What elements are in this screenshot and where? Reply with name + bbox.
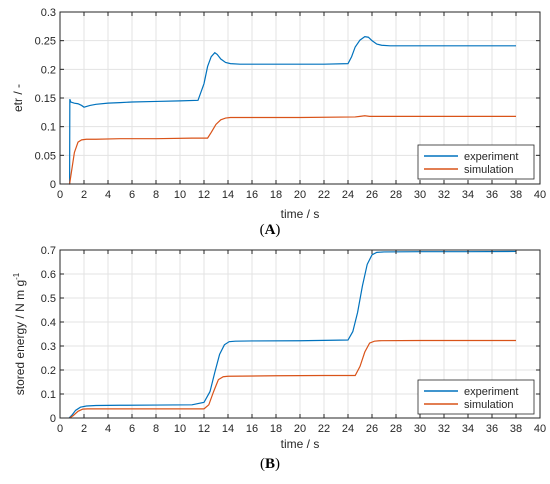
x-tick-label: 34 — [462, 423, 474, 435]
x-tick-label: 26 — [366, 189, 378, 201]
x-tick-label: 8 — [153, 423, 159, 435]
x-tick-label: 34 — [462, 189, 474, 201]
series-line-simulation — [69, 115, 516, 185]
x-tick-label: 16 — [246, 189, 258, 201]
x-tick-label: 6 — [129, 423, 135, 435]
y-tick-label: 0.5 — [41, 293, 56, 305]
y-tick-label: 0.2 — [41, 64, 56, 76]
y-tick-label: 0.05 — [35, 150, 56, 162]
series-line-experiment — [68, 250, 517, 419]
y-tick-label: 0.3 — [41, 7, 56, 19]
panel-label: (B) — [260, 456, 280, 472]
x-tick-label: 30 — [414, 189, 426, 201]
x-tick-label: 18 — [270, 423, 282, 435]
panel-label: (A) — [260, 222, 281, 238]
x-tick-label: 2 — [81, 189, 87, 201]
x-tick-label: 4 — [105, 423, 111, 435]
x-tick-label: 26 — [366, 423, 378, 435]
x-tick-label: 14 — [222, 423, 234, 435]
y-tick-label: 0 — [50, 413, 56, 425]
chart-panel-0: 0 2 4 6 8 10 12 14 16 18 20 22 24 26 28 30 32 34 36 38 4000.… — [11, 7, 546, 238]
y-axis-label-superscript: -1 — [12, 272, 21, 280]
y-tick-label: 0.15 — [35, 93, 56, 105]
x-tick-label: 0 — [57, 423, 63, 435]
x-tick-label: 0 — [57, 189, 63, 201]
x-tick-label: 24 — [342, 423, 354, 435]
x-tick-label: 12 — [198, 189, 210, 201]
x-tick-label: 16 — [246, 423, 258, 435]
x-tick-label: 2 — [81, 423, 87, 435]
legend-label-experiment: experiment — [464, 151, 518, 163]
x-tick-label: 32 — [438, 189, 450, 201]
x-tick-label: 8 — [153, 189, 159, 201]
y-axis-label: stored energy / N m g-1 — [12, 272, 27, 395]
x-axis-label: time / s — [281, 437, 320, 451]
legend-label-simulation: simulation — [464, 399, 514, 411]
y-tick-label: 0.4 — [41, 317, 56, 329]
x-tick-label: 32 — [438, 423, 450, 435]
y-tick-label: 0.6 — [41, 269, 56, 281]
y-tick-label: 0.3 — [41, 341, 56, 353]
series-line-simulation — [69, 339, 516, 419]
x-tick-label: 36 — [486, 423, 498, 435]
x-tick-label: 4 — [105, 189, 111, 201]
x-tick-label: 24 — [342, 189, 354, 201]
x-tick-label: 6 — [129, 189, 135, 201]
legend-box — [417, 379, 535, 415]
y-tick-label: 0.7 — [41, 245, 56, 257]
x-tick-label: 10 — [174, 189, 186, 201]
x-tick-label: 20 — [294, 423, 306, 435]
x-tick-label: 22 — [318, 189, 330, 201]
legend-label-simulation: simulation — [464, 164, 514, 176]
x-axis-label: time / s — [281, 207, 320, 221]
y-tick-label: 0 — [50, 179, 56, 191]
x-tick-label: 40 — [534, 423, 546, 435]
legend-box — [417, 144, 535, 180]
x-tick-label: 30 — [414, 423, 426, 435]
x-tick-label: 28 — [390, 423, 402, 435]
x-tick-label: 18 — [270, 189, 282, 201]
x-tick-label: 12 — [198, 423, 210, 435]
x-tick-label: 38 — [510, 423, 522, 435]
legend-label-experiment: experiment — [464, 386, 518, 398]
y-axis-label: etr / - — [11, 84, 25, 112]
x-tick-label: 36 — [486, 189, 498, 201]
x-tick-label: 38 — [510, 189, 522, 201]
series-line-experiment — [69, 36, 516, 185]
chart-panel-1: 0 2 4 6 8 10 12 14 16 18 20 22 24 26 28 30 32 34 36 38 4000.… — [12, 245, 546, 472]
y-tick-label: 0.25 — [35, 36, 56, 48]
x-tick-label: 28 — [390, 189, 402, 201]
y-tick-label: 0.2 — [41, 365, 56, 377]
x-tick-label: 20 — [294, 189, 306, 201]
x-tick-label: 22 — [318, 423, 330, 435]
y-tick-label: 0.1 — [41, 389, 56, 401]
y-tick-label: 0.1 — [41, 122, 56, 134]
x-tick-label: 14 — [222, 189, 234, 201]
x-tick-label: 40 — [534, 189, 546, 201]
x-tick-label: 10 — [174, 423, 186, 435]
